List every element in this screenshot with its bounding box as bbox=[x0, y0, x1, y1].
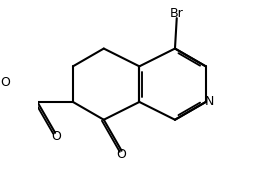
Text: O: O bbox=[0, 76, 10, 89]
Text: Br: Br bbox=[170, 7, 184, 20]
Text: N: N bbox=[205, 95, 214, 108]
Text: O: O bbox=[51, 130, 61, 143]
Text: O: O bbox=[117, 148, 126, 161]
